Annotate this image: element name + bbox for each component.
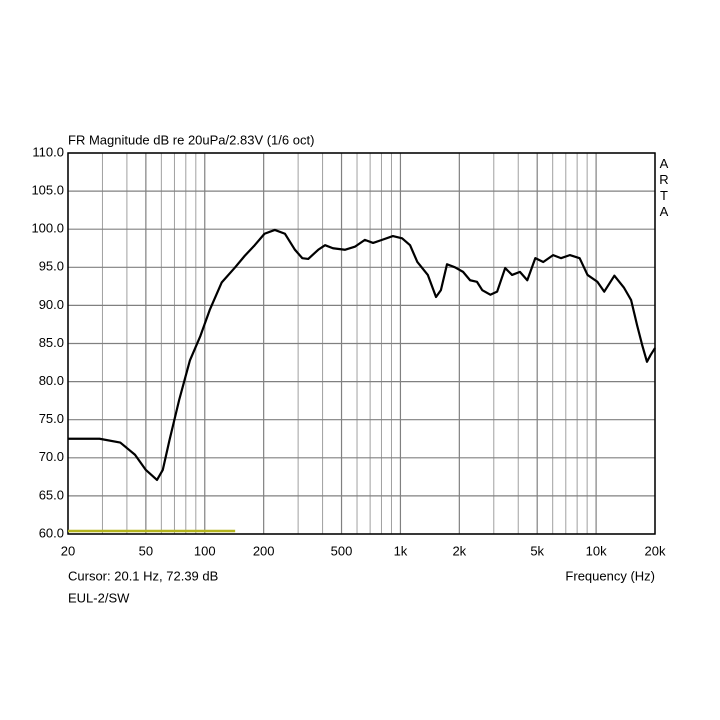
x-tick-label: 50: [139, 543, 153, 558]
cursor-readout: Cursor: 20.1 Hz, 72.39 dB: [68, 568, 218, 583]
plot-frame: [67, 152, 656, 535]
x-tick-label: 5k: [530, 543, 544, 558]
x-tick-label: 20: [61, 543, 75, 558]
y-tick-label: 85.0: [39, 335, 64, 350]
series-line: [68, 228, 656, 481]
footer-label: EUL-2/SW: [68, 590, 130, 605]
x-tick-label: 1k: [394, 543, 408, 558]
x-tick-label: 2k: [452, 543, 466, 558]
y-tick-label: 90.0: [39, 297, 64, 312]
y-tick-label: 110.0: [32, 144, 64, 159]
y-tick-label: 65.0: [39, 487, 64, 502]
x-tick-label: 10k: [586, 543, 607, 558]
x-axis-label: Frequency (Hz): [565, 568, 655, 583]
y-tick-label: 75.0: [39, 411, 64, 426]
y-tick-label: 70.0: [39, 449, 64, 464]
y-tick-label: 80.0: [39, 373, 64, 388]
y-tick-label: 105.0: [31, 183, 64, 198]
chart-title: FR Magnitude dB re 20uPa/2.83V (1/6 oct): [68, 132, 314, 147]
y-tick-label: 100.0: [31, 221, 64, 236]
x-tick-label: 20k: [645, 543, 666, 558]
x-tick-label: 200: [253, 543, 275, 558]
x-tick-label: 500: [331, 543, 353, 558]
watermark: ARTA: [657, 156, 672, 220]
x-tick-label: 100: [194, 543, 216, 558]
y-tick-label: 60.0: [39, 525, 64, 540]
y-tick-label: 95.0: [39, 259, 64, 274]
